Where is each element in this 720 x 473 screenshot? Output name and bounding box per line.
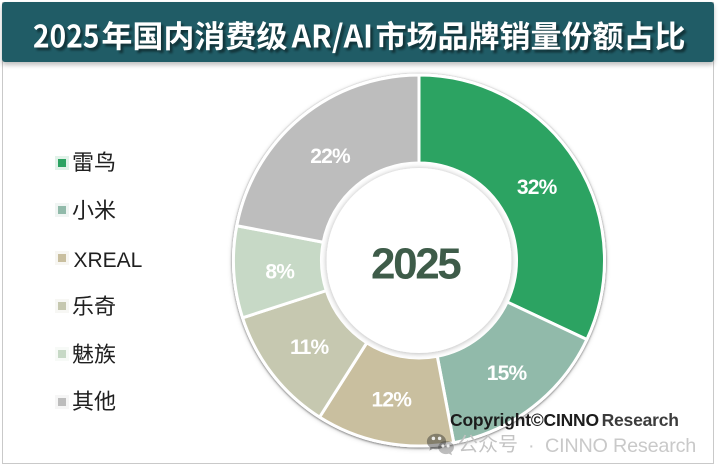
svg-text:2025: 2025 [371,240,461,289]
svg-text:Copyright©CINNO Research: Copyright©CINNO Research [450,410,679,430]
svg-text:XREAL: XREAL [74,249,143,272]
svg-text:22%: 22% [310,145,351,168]
svg-text:8%: 8% [265,261,295,284]
svg-text:12%: 12% [371,389,412,412]
svg-text:32%: 32% [517,176,558,199]
svg-text:11%: 11% [290,336,330,359]
svg-text:· CINNO Research: · CINNO Research [528,435,696,457]
svg-text:15%: 15% [487,362,528,385]
